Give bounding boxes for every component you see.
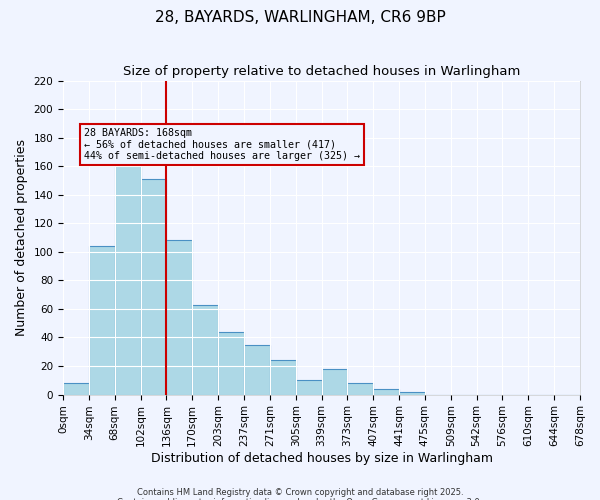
Bar <box>166 240 192 394</box>
Bar <box>270 360 296 394</box>
X-axis label: Distribution of detached houses by size in Warlingham: Distribution of detached houses by size … <box>151 452 493 465</box>
Bar <box>399 392 425 394</box>
Bar <box>140 179 166 394</box>
Text: Contains HM Land Registry data © Crown copyright and database right 2025.: Contains HM Land Registry data © Crown c… <box>137 488 463 497</box>
Text: 28 BAYARDS: 168sqm
← 56% of detached houses are smaller (417)
44% of semi-detach: 28 BAYARDS: 168sqm ← 56% of detached hou… <box>84 128 360 161</box>
Bar <box>373 389 399 394</box>
Bar <box>347 383 373 394</box>
Bar <box>322 369 347 394</box>
Bar <box>218 332 244 394</box>
Bar <box>63 383 89 394</box>
Title: Size of property relative to detached houses in Warlingham: Size of property relative to detached ho… <box>123 65 520 78</box>
Bar <box>244 344 270 395</box>
Bar <box>115 155 140 394</box>
Text: 28, BAYARDS, WARLINGHAM, CR6 9BP: 28, BAYARDS, WARLINGHAM, CR6 9BP <box>155 10 445 25</box>
Bar <box>296 380 322 394</box>
Bar <box>192 304 218 394</box>
Text: Contains public sector information licensed under the Open Government Licence v3: Contains public sector information licen… <box>118 498 482 500</box>
Bar <box>89 246 115 394</box>
Y-axis label: Number of detached properties: Number of detached properties <box>15 139 28 336</box>
